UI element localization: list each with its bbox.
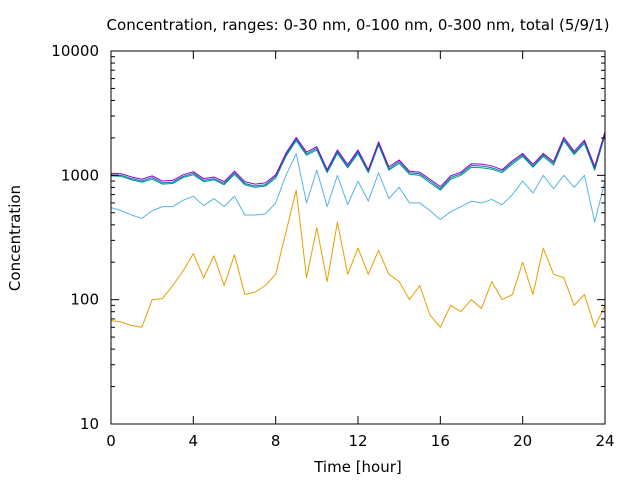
y-axis-label: Concentration (6, 185, 24, 291)
series-line (111, 189, 605, 328)
series-line (111, 135, 605, 191)
series-line (111, 152, 605, 223)
plot-frame (110, 50, 606, 425)
y-tick-label: 100 (70, 291, 99, 309)
series-line (111, 133, 605, 190)
x-tick-label: 20 (513, 432, 532, 450)
y-tick-label: 10 (80, 415, 99, 433)
x-tick-label: 24 (595, 432, 614, 450)
x-tick-label: 0 (106, 432, 116, 450)
x-tick-label: 16 (431, 432, 450, 450)
x-tick-label: 8 (271, 432, 281, 450)
series-layer (111, 131, 605, 328)
chart-title: Concentration, ranges: 0-30 nm, 0-100 nm… (107, 16, 610, 34)
y-tick-label: 1000 (61, 166, 99, 184)
x-tick-label: 12 (348, 432, 367, 450)
x-axis-label: Time [hour] (313, 458, 402, 476)
y-tick-label: 10000 (51, 42, 99, 60)
x-tick-label: 4 (189, 432, 199, 450)
tick-layer: 0 4 8 12 16 20 24 10 100 1000 10000 (51, 42, 614, 450)
series-line (111, 131, 605, 188)
